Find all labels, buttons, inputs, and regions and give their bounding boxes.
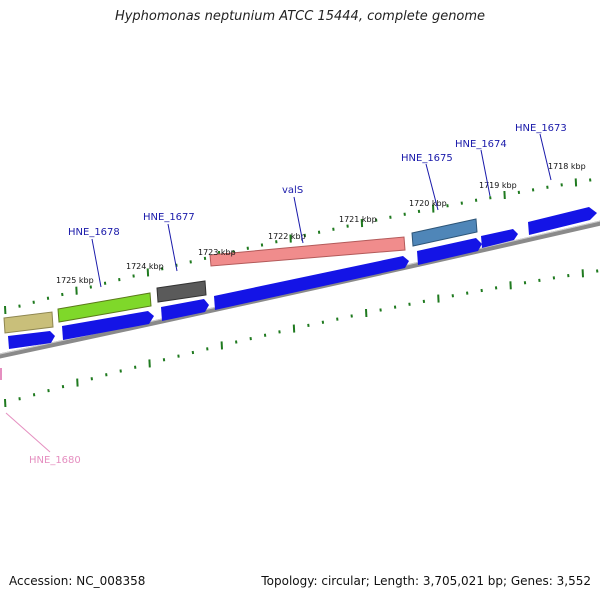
scale-label-1725: 1725 kbp	[56, 276, 94, 285]
leader-hne1674	[480, 149, 491, 197]
genome-stats-text: Topology: circular; Length: 3,705,021 bp…	[261, 574, 591, 588]
feature-bar-vals	[209, 236, 406, 267]
leader-hne1678	[91, 238, 102, 288]
gene-leader-lines	[91, 133, 552, 288]
outer-scale-ticks	[4, 178, 592, 315]
gene-label-hne1674: HNE_1674	[455, 139, 507, 150]
gene-label-hne1680: HNE_1680	[29, 455, 81, 466]
scale-label-1719: 1719 kbp	[479, 181, 517, 190]
inner-scale-ticks	[4, 269, 599, 408]
other-strand-mark	[0, 368, 2, 380]
cds-arrow-6	[481, 229, 518, 248]
leader-hne1680	[5, 412, 51, 453]
cds-arrow-3	[161, 299, 209, 321]
cds-arrow-1	[8, 331, 55, 349]
scale-label-1718: 1718 kbp	[548, 162, 586, 171]
scale-label-1723: 1723 kbp	[198, 248, 236, 257]
gene-label-hne1678: HNE_1678	[68, 227, 120, 238]
gene-label-hne1673: HNE_1673	[515, 123, 567, 134]
leader-vals	[293, 196, 304, 244]
gene-label-hne1675: HNE_1675	[401, 153, 453, 164]
scale-label-1721: 1721 kbp	[339, 215, 377, 224]
cds-arrow-7	[528, 207, 597, 235]
accession-text: Accession: NC_008358	[9, 574, 146, 588]
leader-hne1675	[425, 163, 439, 211]
cds-arrow-4	[214, 256, 409, 310]
feature-bar-green	[57, 292, 152, 323]
scale-label-1722: 1722 kbp	[268, 232, 306, 241]
gene-label-hne1677: HNE_1677	[143, 212, 195, 223]
leader-hne1677	[167, 223, 178, 272]
feature-bar-khaki	[3, 311, 54, 334]
scale-label-1720: 1720 kbp	[409, 199, 447, 208]
feature-bar-grey	[156, 280, 207, 303]
gene-label-vals: valS	[282, 185, 303, 196]
leader-hne1673	[539, 133, 552, 181]
cds-arrow-2	[62, 311, 154, 340]
feature-bar-steelblue	[411, 218, 478, 247]
map-title: Hyphomonas neptunium ATCC 15444, complet…	[114, 9, 486, 24]
cds-arrows	[8, 207, 597, 349]
feature-bars	[3, 218, 478, 334]
scale-label-1724: 1724 kbp	[126, 262, 164, 271]
cds-arrow-5	[417, 238, 482, 265]
